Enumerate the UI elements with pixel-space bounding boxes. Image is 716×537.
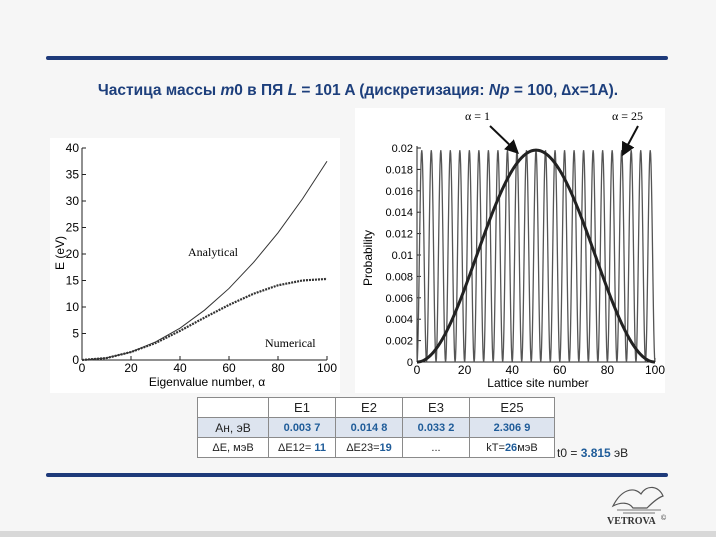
logo-mark: © xyxy=(661,514,667,522)
alpha25-label: α = 25 xyxy=(612,109,643,123)
probability-y-tick-label: 0 xyxy=(407,357,413,369)
probability-y-tick-label: 0.008 xyxy=(385,271,413,283)
energy-x-tick-label: 100 xyxy=(317,361,337,375)
energy-chart-ylabel: E (eV) xyxy=(53,236,67,270)
energy-y-tick-label: 30 xyxy=(66,194,80,208)
energy-x-tick-label: 80 xyxy=(271,361,285,375)
energy-y-tick-label: 10 xyxy=(66,300,80,314)
top-accent-bar xyxy=(46,56,668,60)
probability-x-tick-label: 0 xyxy=(414,363,421,377)
energy-chart-xlabel: Eigenvalue number, α xyxy=(149,375,265,389)
probability-y-tick-label: 0.02 xyxy=(392,143,413,155)
logo-text: VETROVA xyxy=(607,516,656,527)
row-label: ΔE, мэВ xyxy=(197,437,269,458)
alpha25-arrow xyxy=(621,125,639,157)
analytical-label: Analytical xyxy=(188,245,239,259)
energy-y-tick-label: 25 xyxy=(66,221,80,235)
table-cell: 0.033 2 xyxy=(402,417,470,438)
probability-y-tick-label: 0.014 xyxy=(385,207,413,219)
vetrova-logo: VETROVA © xyxy=(607,486,667,527)
probability-x-tick-label: 100 xyxy=(645,363,665,377)
numerical-line xyxy=(81,277,328,362)
probability-y-tick-label: 0.018 xyxy=(385,164,413,176)
table-header-cell: E2 xyxy=(335,397,403,418)
numerical-label: Numerical xyxy=(265,336,316,350)
table-cell: ... xyxy=(402,437,470,458)
probability-x-tick-label: 60 xyxy=(553,363,567,377)
energy-y-tick-label: 35 xyxy=(66,168,80,182)
probability-y-tick-label: 0.002 xyxy=(385,336,413,348)
table-header-row: E1 E2 E3 E25 xyxy=(197,397,555,418)
table-cell: 0.003 7 xyxy=(268,417,336,438)
probability-x-tick-label: 20 xyxy=(458,363,472,377)
energy-y-tick-label: 5 xyxy=(72,327,79,341)
slide-title: Частица массы m0 в ПЯ L = 101 A (дискрет… xyxy=(97,82,619,99)
energy-x-tick-label: 20 xyxy=(124,361,138,375)
alpha1-label: α = 1 xyxy=(465,109,490,123)
energy-chart: 0 5 10 15 20 25 30 35 40 0 20 40 60 80 100 E (eV) Eige… xyxy=(50,138,340,393)
probability-y-tick-label: 0.016 xyxy=(385,186,413,198)
table-header-cell: E1 xyxy=(268,397,336,418)
probability-y-tick-label: 0.012 xyxy=(385,229,413,241)
logo-lines-icon xyxy=(617,509,661,514)
table-header-cell: E25 xyxy=(469,397,555,418)
table-row: Ан, эВ 0.003 7 0.014 8 0.033 2 2.306 9 xyxy=(197,417,555,438)
probability-y-tick-label: 0.004 xyxy=(385,314,413,326)
energy-x-tick-label: 60 xyxy=(222,361,236,375)
probability-chart-ylabel: Probability xyxy=(361,230,375,286)
t0-value: t0 = 3.815 эВ xyxy=(557,446,629,460)
probability-x-tick-label: 40 xyxy=(506,363,520,377)
energy-y-tick-label: 20 xyxy=(66,247,80,261)
probability-y-tick-label: 0.01 xyxy=(392,250,413,262)
table-row: ΔE, мэВ ΔE12= 11 ΔE23=19 ... kT=26мэВ xyxy=(197,437,555,458)
probability-x-tick-label: 80 xyxy=(601,363,615,377)
energy-chart-bg xyxy=(50,138,340,393)
energy-x-tick-label: 0 xyxy=(79,361,86,375)
probability-y-tick-label: 0.006 xyxy=(385,293,413,305)
probability-chart-xlabel: Lattice site number xyxy=(487,376,588,390)
analytical-line xyxy=(81,160,328,361)
table-cell: kT=26мэВ xyxy=(469,437,555,458)
energy-y-tick-label: 15 xyxy=(66,274,80,288)
table-cell: 0.014 8 xyxy=(335,417,403,438)
table-header-cell xyxy=(197,397,269,418)
logo-figure-icon xyxy=(611,486,664,509)
table-cell: ΔE23=19 xyxy=(335,437,403,458)
probability-chart: 0 0.002 0.004 0.006 0.008 0.01 0.012 0.014 0.016… xyxy=(355,108,665,393)
alpha1-arrow xyxy=(489,125,520,154)
bottom-edge xyxy=(0,531,716,537)
energy-x-tick-label: 40 xyxy=(173,361,187,375)
results-table: E1 E2 E3 E25 Ан, эВ 0.003 7 0.014 8 0.03… xyxy=(197,397,555,458)
energy-y-tick-label: 0 xyxy=(72,353,79,367)
table-cell: 2.306 9 xyxy=(469,417,555,438)
row-label: Ан, эВ xyxy=(197,417,269,438)
table-header-cell: E3 xyxy=(402,397,470,418)
table-cell: ΔE12= 11 xyxy=(268,437,336,458)
energy-y-tick-label: 40 xyxy=(66,141,80,155)
alpha1-line xyxy=(416,148,656,364)
bottom-accent-bar xyxy=(46,473,668,477)
